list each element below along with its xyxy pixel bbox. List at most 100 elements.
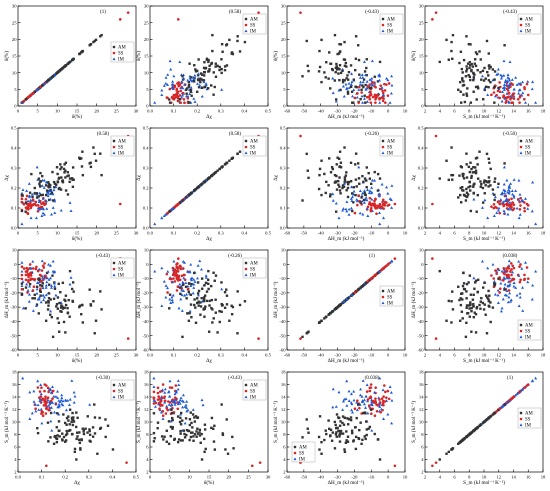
legend-marker-ss [244,267,248,271]
point-im [50,212,54,216]
point-ss [179,89,183,93]
legend-label-im: IM [387,302,394,307]
point-am [464,436,468,439]
point-ss [371,399,375,403]
point-am [361,284,364,288]
point-ss [20,265,24,268]
point-ss [507,95,510,98]
point-im [189,284,193,288]
point-ss [502,279,505,282]
x-tick-label: -20 [351,231,358,236]
point-ss [387,203,391,207]
point-am [66,306,69,310]
point-im [390,74,394,78]
point-im [500,306,504,310]
point-am [194,415,198,418]
point-am [450,173,453,177]
legend-label-ss: SS [525,24,531,29]
point-im [514,393,518,397]
point-am [475,305,479,309]
point-am [223,68,227,72]
point-am [64,189,68,192]
point-im [49,309,53,313]
y-axis-label: ΔH_m (kJ mol⁻¹) [272,281,279,318]
point-im [357,88,361,91]
point-am [181,335,184,339]
point-ss [525,266,529,269]
point-am [329,428,333,432]
x-tick-label: 5 [37,109,40,114]
point-am [474,313,478,316]
point-im [350,293,354,297]
point-am [346,423,350,426]
point-im [362,201,366,204]
point-ss [42,266,46,269]
point-im [42,295,46,299]
point-ss [44,412,48,415]
point-am [171,426,174,429]
point-am [335,306,339,309]
point-im [361,76,365,79]
point-am [193,303,196,307]
point-am [191,413,195,416]
point-am [80,157,83,160]
point-am [70,58,74,62]
point-am [218,309,221,313]
point-am [193,298,196,301]
y-tick-label: 15 [144,54,149,59]
legend-label-am: AM [525,140,533,145]
point-im [365,207,369,210]
point-am [343,64,347,68]
point-am [447,299,450,303]
point-am [329,195,332,198]
legend-marker-im [244,395,248,399]
point-am [210,306,213,310]
point-am [189,88,193,92]
point-am [485,418,489,421]
point-ss [369,101,373,104]
point-am [230,304,233,307]
point-am [331,431,334,434]
point-im [42,298,46,302]
point-am [236,152,239,156]
point-am [196,281,200,284]
point-im [190,79,194,83]
point-ss [173,96,177,100]
x-axis-label: δ(%) [72,357,82,364]
point-am [469,189,472,192]
x-tick-label: 0.2 [194,109,200,114]
point-am [318,173,321,177]
point-am [341,78,345,82]
point-ss [366,280,370,283]
point-am [472,185,475,188]
y-tick-label: 20 [281,37,286,42]
point-ss [368,83,372,86]
point-am [485,332,489,335]
y-tick-label: -60 [142,348,149,353]
point-im [530,297,534,301]
point-am [337,72,340,75]
point-im [51,259,55,263]
point-am [76,416,79,420]
point-am [59,188,63,191]
point-im [377,211,381,215]
point-am [81,150,84,153]
point-am [55,305,58,308]
point-am [35,196,39,199]
y-tick-label: 5 [146,87,149,92]
point-am [337,52,341,55]
legend-marker-im [519,423,523,427]
point-im [373,82,377,85]
point-am [68,408,72,411]
y-tick-label: 18 [281,370,286,375]
x-tick-label: -40 [318,231,325,236]
point-am [334,433,338,436]
point-am [67,429,71,432]
point-ss [177,84,181,88]
point-im [506,190,510,194]
point-im [182,289,186,293]
point-im [176,387,180,391]
point-am [212,271,215,274]
y-tick-label: 30 [12,4,17,9]
